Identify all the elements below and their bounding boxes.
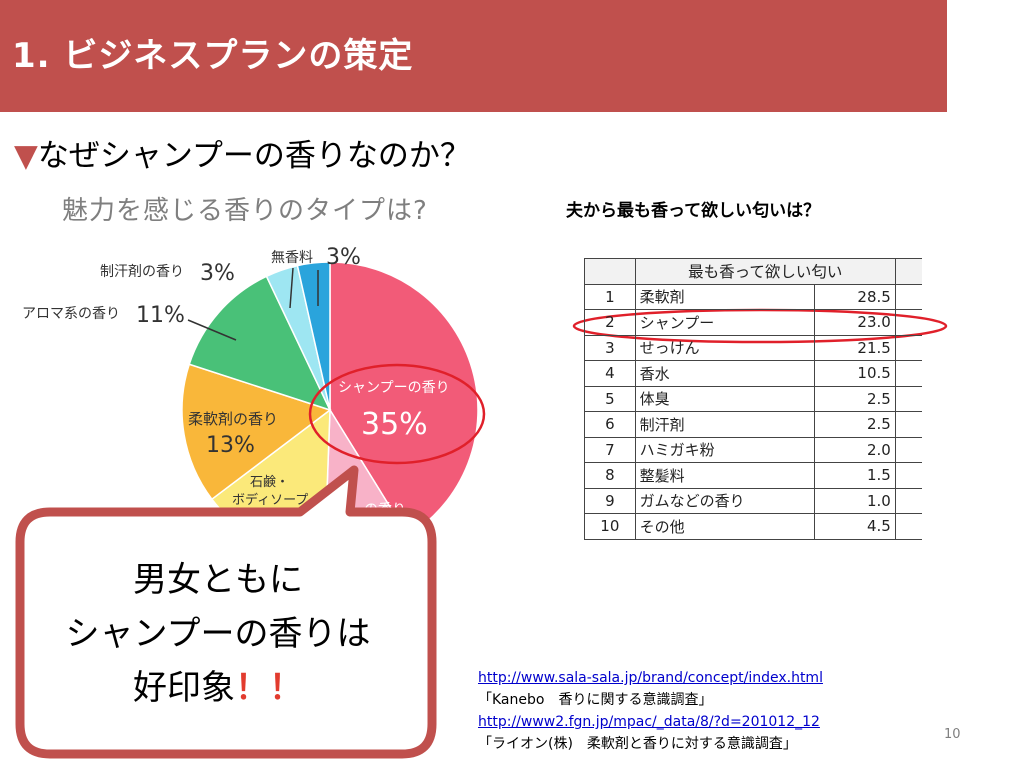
pie-value-softener: 13% bbox=[206, 433, 255, 458]
table-cell-rank: 6 bbox=[584, 411, 636, 438]
slide-subtitle: ▼なぜシャンプーの香りなのか？ bbox=[14, 130, 471, 175]
reference-link-2[interactable]: http://www2.fgn.jp/mpac/_data/8/?d=20101… bbox=[478, 714, 820, 730]
title-bar: 1. ビジネスプランの策定 bbox=[0, 0, 947, 112]
page-number: 10 bbox=[944, 727, 961, 742]
callout-text: 男女ともに シャンプーの香りは 好印象！！ bbox=[20, 553, 416, 715]
pie-value-deodorant: 3% bbox=[200, 261, 235, 286]
table-cell-cut bbox=[894, 283, 922, 310]
table-cell-label: 整髪料 bbox=[634, 462, 815, 489]
pie-slice bbox=[329, 261, 479, 537]
table-cell-value: 1.0 bbox=[813, 487, 896, 514]
leader-line-deodorant bbox=[289, 267, 294, 309]
pie-label-softener: 柔軟剤の香り bbox=[188, 410, 278, 428]
table-cell-label: 柔軟剤 bbox=[634, 283, 815, 310]
table-header-row: 最も香って欲しい匂い bbox=[584, 258, 922, 285]
table-cell-value: 2.5 bbox=[813, 411, 896, 438]
pie-label-aroma: アロマ系の香り bbox=[22, 306, 120, 322]
reference-link-1[interactable]: http://www.sala-sala.jp/brand/concept/in… bbox=[478, 670, 823, 686]
table-cell-rank: 7 bbox=[584, 436, 636, 463]
pie-value-unscented: 3% bbox=[326, 245, 361, 270]
table-row: 10 その他 4.5 bbox=[584, 513, 922, 540]
table-cell-label: 体臭 bbox=[634, 385, 815, 412]
callout-line-3-text: 好印象 bbox=[133, 668, 235, 708]
table-cell-rank: 10 bbox=[584, 513, 636, 540]
leader-line-aroma bbox=[187, 319, 237, 341]
table-row: 1 柔軟剤 28.5 bbox=[584, 283, 922, 310]
table-cell-cut bbox=[894, 360, 922, 387]
table-cell-cut bbox=[894, 513, 922, 540]
table-title: 夫から最も香って欲しい匂いは？ bbox=[566, 201, 821, 221]
ranking-table-container: 最も香って欲しい匂い 1 柔軟剤 28.5 2 シャンプー 23.0 3 せっけん 21.5 4 香… bbox=[584, 258, 922, 568]
pie-slice bbox=[188, 275, 332, 412]
table-cell-label: シャンプー bbox=[634, 309, 815, 336]
table-cell-rank: 2 bbox=[584, 309, 636, 336]
shampoo-highlight-ring bbox=[308, 363, 486, 465]
table-cell-label: 制汗剤 bbox=[634, 411, 815, 438]
pie-label-unscented: 無香料 bbox=[271, 250, 313, 266]
table-cell-value: 23.0 bbox=[813, 309, 896, 336]
table-header-cut bbox=[894, 258, 922, 285]
table-cell-value: 4.5 bbox=[813, 513, 896, 540]
table-row: 7 ハミガキ粉 2.0 bbox=[584, 436, 922, 463]
callout-bubble bbox=[15, 465, 437, 759]
table-cell-cut bbox=[894, 334, 922, 361]
table-cell-label: その他 bbox=[634, 513, 815, 540]
table-cell-value: 21.5 bbox=[813, 334, 896, 361]
table-cell-rank: 9 bbox=[584, 487, 636, 514]
table-header-no bbox=[584, 258, 636, 285]
table-row: 3 せっけん 21.5 bbox=[584, 334, 922, 361]
table-cell-rank: 5 bbox=[584, 385, 636, 412]
callout-emphasis: ！！ bbox=[235, 668, 303, 708]
pie-label-soap-1: 石鹸・ bbox=[250, 475, 289, 490]
slide-title: 1. ビジネスプランの策定 bbox=[12, 36, 414, 76]
pie-chart-title: 魅力を感じる香りのタイプは? bbox=[62, 196, 428, 226]
table-cell-cut bbox=[894, 436, 922, 463]
subtitle-text: なぜシャンプーの香りなのか？ bbox=[37, 138, 471, 174]
callout-line-2: シャンプーの香りは bbox=[65, 614, 371, 654]
table-cell-value: 2.0 bbox=[813, 436, 896, 463]
table-cell-cut bbox=[894, 309, 922, 336]
table-cell-value: 28.5 bbox=[813, 283, 896, 310]
table-cell-label: ハミガキ粉 bbox=[634, 436, 815, 463]
pie-value-shampoo: 35% bbox=[361, 407, 428, 442]
pie-slice bbox=[296, 261, 331, 411]
table-cell-label: 香水 bbox=[634, 360, 815, 387]
table-cell-cut bbox=[894, 487, 922, 514]
table-cell-cut bbox=[894, 411, 922, 438]
pie-label-soap-2: ボディソープ bbox=[232, 492, 308, 508]
table-cell-label: せっけん bbox=[634, 334, 815, 361]
table-row: 6 制汗剤 2.5 bbox=[584, 411, 922, 438]
table-cell-cut bbox=[894, 385, 922, 412]
reference-note-2: 「ライオン(株) 柔軟剤と香りに対する意識調査」 bbox=[478, 736, 797, 752]
table-cell-rank: 1 bbox=[584, 283, 636, 310]
ranking-table: 最も香って欲しい匂い 1 柔軟剤 28.5 2 シャンプー 23.0 3 せっけん 21.5 4 香… bbox=[584, 258, 922, 540]
table-row: 4 香水 10.5 bbox=[584, 360, 922, 387]
table-cell-rank: 3 bbox=[584, 334, 636, 361]
table-cell-label: ガムなどの香り bbox=[634, 487, 815, 514]
table-row: 8 整髪料 1.5 bbox=[584, 462, 922, 489]
triangle-marker-icon: ▼ bbox=[14, 138, 38, 174]
pie-label-shampoo: シャンプーの香り bbox=[338, 380, 450, 396]
table-cell-value: 10.5 bbox=[813, 360, 896, 387]
table-cell-value: 2.5 bbox=[813, 385, 896, 412]
reference-note-1: 「Kanebo 香りに関する意識調査」 bbox=[478, 692, 713, 708]
table-cell-value: 1.5 bbox=[813, 462, 896, 489]
table-header-label: 最も香って欲しい匂い bbox=[634, 258, 896, 285]
callout-line-3: 好印象！！ bbox=[20, 661, 416, 715]
table-cell-cut bbox=[894, 462, 922, 489]
table-cell-rank: 4 bbox=[584, 360, 636, 387]
table-row: 2 シャンプー 23.0 bbox=[584, 309, 922, 336]
pie-value-aroma: 11% bbox=[136, 303, 185, 328]
table-row: 9 ガムなどの香り 1.0 bbox=[584, 487, 922, 514]
table-row: 5 体臭 2.5 bbox=[584, 385, 922, 412]
callout-line-1: 男女ともに bbox=[133, 560, 303, 600]
references: http://www.sala-sala.jp/brand/concept/in… bbox=[478, 667, 823, 755]
pie-label-deodorant: 制汗剤の香り bbox=[100, 264, 184, 280]
table-cell-rank: 8 bbox=[584, 462, 636, 489]
